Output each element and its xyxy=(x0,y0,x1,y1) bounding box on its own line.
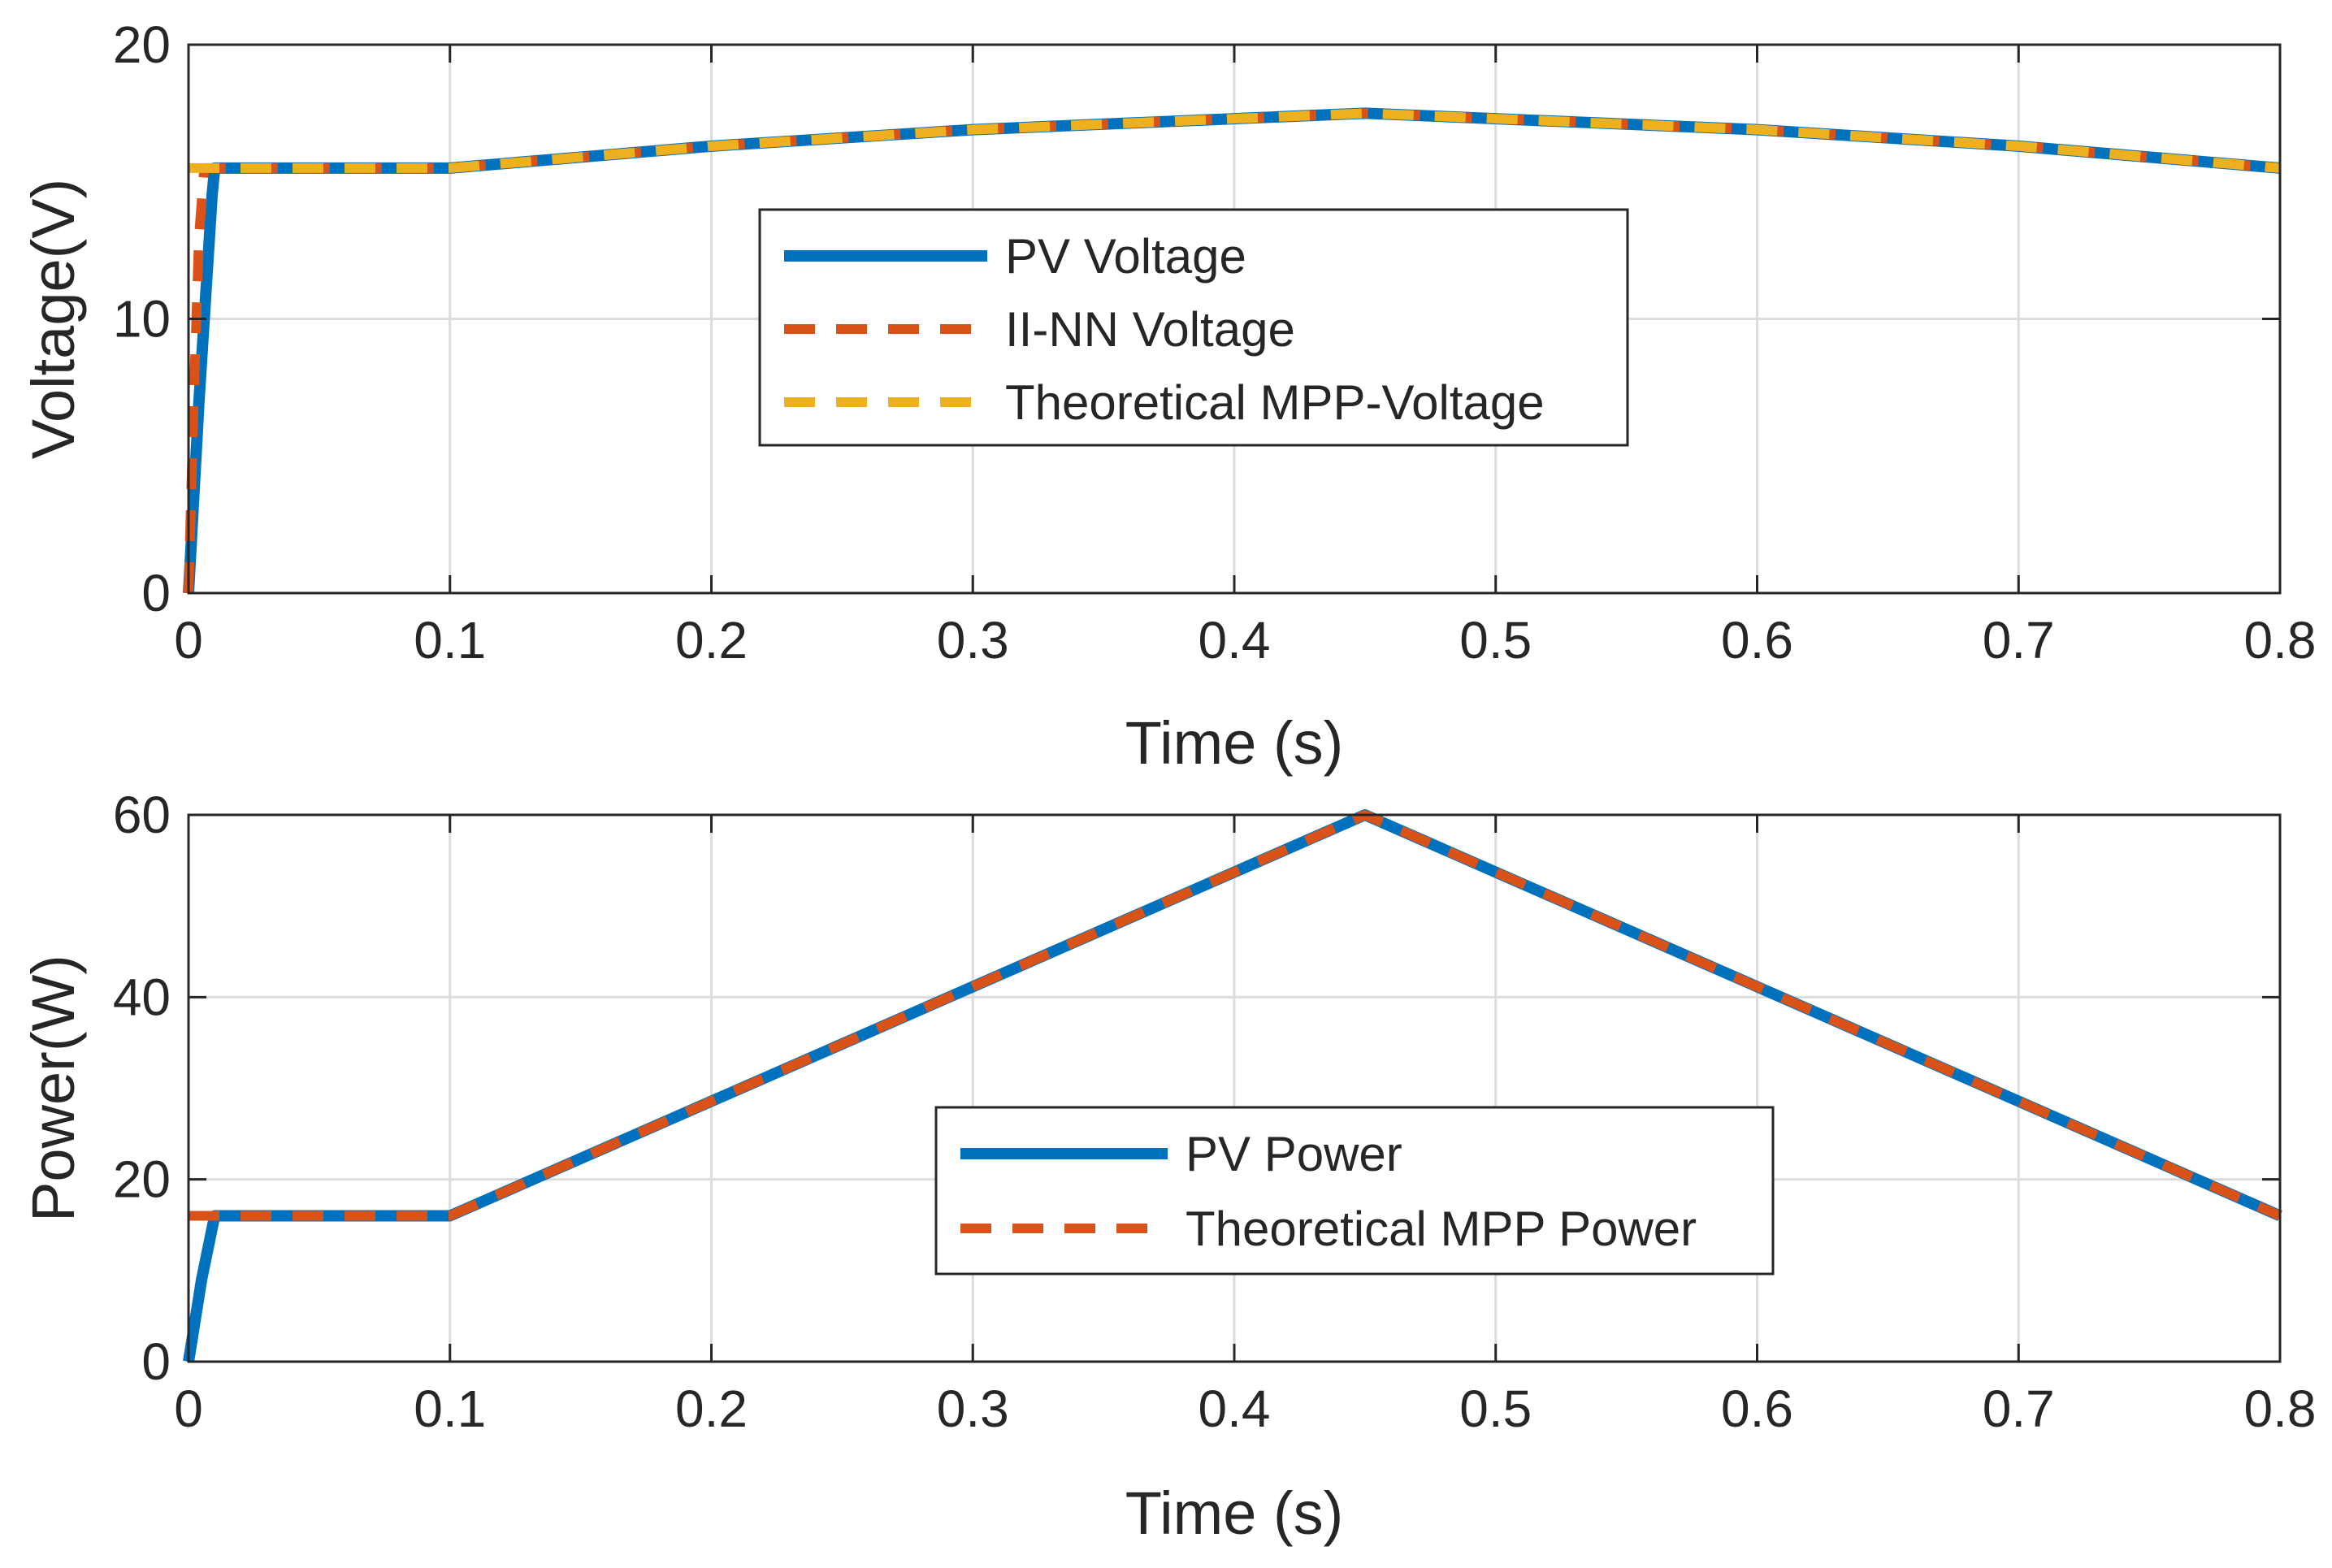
voltage-x-tick-label-0-3: 0.3 xyxy=(937,611,1009,669)
voltage-y-tick-label-20: 20 xyxy=(113,15,171,74)
legend-label-theoretical-mpp-power: Theoretical MPP Power xyxy=(1186,1202,1697,1256)
power-x-tick-label-0-1: 0.1 xyxy=(414,1380,486,1438)
power-x-tick-label-0-8: 0.8 xyxy=(2244,1380,2317,1438)
power-x-tick-label-0-5: 0.5 xyxy=(1459,1380,1532,1438)
voltage-y-axis-label: Voltage(V) xyxy=(20,179,87,460)
legend-entry-theoretical-mpp-voltage: Theoretical MPP-Voltage xyxy=(784,375,1545,430)
legend-label-ii-nn-voltage: II-NN Voltage xyxy=(1005,302,1295,357)
power-y-tick-label-0: 0 xyxy=(141,1332,171,1391)
power-ticks: 0 0.1 0.2 0.3 0.4 0.5 0.6 0.7 0.8 0 20 40 60 xyxy=(113,786,2317,1438)
power-y-tick-label-40: 40 xyxy=(113,968,171,1026)
power-x-tick-label-0-4: 0.4 xyxy=(1199,1380,1271,1438)
legend-entry-pv-voltage: PV Voltage xyxy=(784,229,1246,284)
voltage-x-tick-label-0-4: 0.4 xyxy=(1199,611,1271,669)
power-y-tick-label-60: 60 xyxy=(113,786,171,844)
legend-entry-pv-power: PV Power xyxy=(960,1127,1402,1181)
voltage-x-tick-label-0-8: 0.8 xyxy=(2244,611,2317,669)
voltage-x-tick-label-0: 0 xyxy=(174,611,203,669)
voltage-x-tick-label-0-1: 0.1 xyxy=(414,611,486,669)
power-chart: 0 0.1 0.2 0.3 0.4 0.5 0.6 0.7 0.8 0 20 40 60 Time (s… xyxy=(20,786,2316,1547)
voltage-x-tick-label-0-6: 0.6 xyxy=(1721,611,1793,669)
legend-entry-theoretical-mpp-power: Theoretical MPP Power xyxy=(960,1202,1697,1256)
power-x-axis-label: Time (s) xyxy=(1125,1479,1344,1547)
power-legend: PV Power Theoretical MPP Power xyxy=(934,1106,1775,1276)
voltage-ticks: 0 0.1 0.2 0.3 0.4 0.5 0.6 0.7 0.8 0 10 20 xyxy=(113,15,2317,669)
voltage-x-tick-label-0-5: 0.5 xyxy=(1459,611,1532,669)
power-x-tick-label-0-6: 0.6 xyxy=(1721,1380,1793,1438)
power-y-axis-label: Power(W) xyxy=(20,955,87,1222)
legend-label-pv-voltage: PV Voltage xyxy=(1005,229,1246,284)
voltage-y-tick-label-0: 0 xyxy=(141,564,171,622)
legend-entry-ii-nn-voltage: II-NN Voltage xyxy=(784,302,1295,357)
voltage-series xyxy=(183,107,2281,594)
series-line-theoretical-mpp-power xyxy=(189,810,2282,1221)
power-series xyxy=(183,809,2282,1363)
power-x-tick-label-0: 0 xyxy=(174,1380,203,1438)
power-x-tick-label-0-3: 0.3 xyxy=(937,1380,1009,1438)
legend-label-pv-power: PV Power xyxy=(1186,1127,1402,1181)
power-x-tick-label-0-2: 0.2 xyxy=(675,1380,748,1438)
power-legend-box xyxy=(934,1106,1775,1276)
power-x-tick-label-0-7: 0.7 xyxy=(1983,1380,2055,1438)
power-y-tick-label-20: 20 xyxy=(113,1150,171,1209)
voltage-x-tick-label-0-7: 0.7 xyxy=(1983,611,2055,669)
voltage-y-tick-label-10: 10 xyxy=(113,290,171,349)
voltage-x-tick-label-0-2: 0.2 xyxy=(675,611,748,669)
legend-label-theoretical-mpp-voltage: Theoretical MPP-Voltage xyxy=(1005,375,1545,430)
series-line-theoretical-mpp-voltage xyxy=(189,108,2281,173)
voltage-legend: PV Voltage II-NN Voltage Theoretical MPP… xyxy=(758,208,1629,447)
voltage-x-axis-label: Time (s) xyxy=(1125,709,1344,777)
